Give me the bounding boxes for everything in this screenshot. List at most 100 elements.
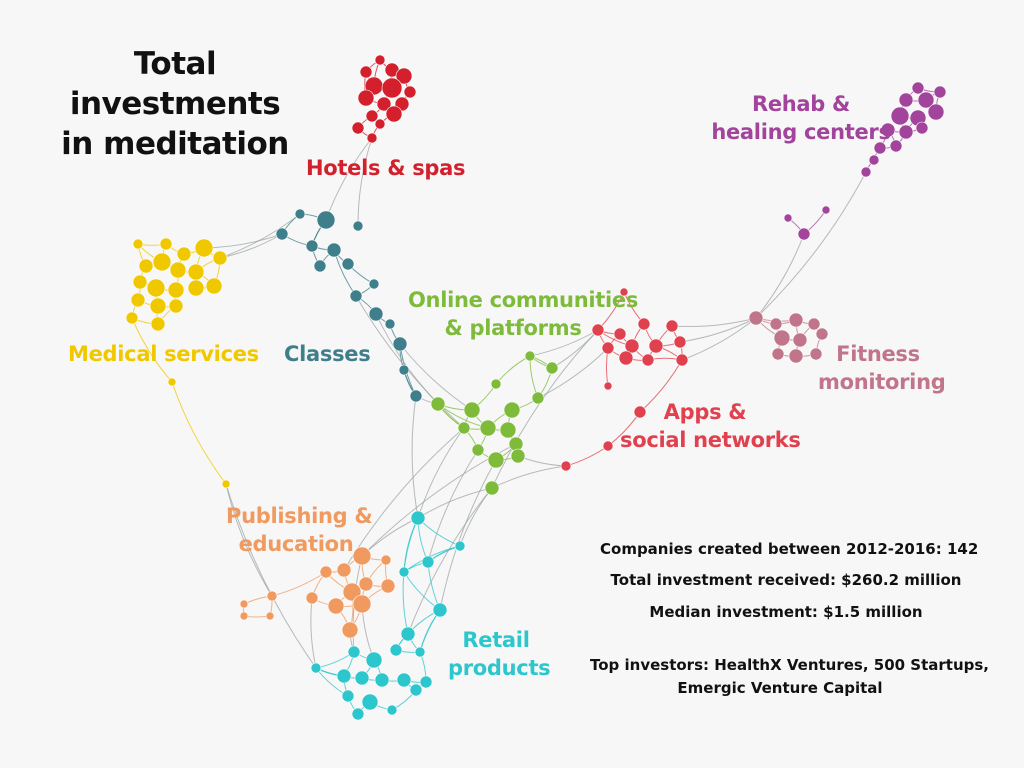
network-node-publishing — [358, 576, 374, 592]
network-node-medical — [146, 278, 166, 298]
network-node-hotels — [359, 65, 373, 79]
network-node-online — [490, 378, 502, 390]
cluster-label-retail-line-2: products — [448, 656, 551, 680]
network-node-medical — [194, 238, 214, 258]
network-node-publishing — [380, 554, 392, 566]
network-node-online — [510, 448, 526, 464]
network-node-fitness — [807, 317, 821, 331]
network-node-publishing — [327, 597, 345, 615]
network-node-medical — [125, 311, 139, 325]
network-edge — [407, 487, 493, 635]
network-node-retail — [347, 645, 361, 659]
network-node-publishing — [305, 591, 319, 605]
cluster-label-rehab-line-2: healing centers — [711, 120, 891, 144]
stat-top-investors-line-1: Top investors: HealthX Ventures, 500 Sta… — [590, 656, 990, 674]
network-edge — [325, 137, 373, 221]
network-node-retail — [421, 555, 435, 569]
network-edge — [131, 317, 173, 383]
network-node-fitness — [773, 329, 791, 347]
cluster-label-apps-line-1: Apps & — [663, 400, 747, 424]
cluster-label-online: Online communities & platforms — [408, 286, 639, 342]
network-node-online — [503, 401, 521, 419]
network-node-medical — [152, 252, 172, 272]
network-node-medical — [132, 274, 148, 290]
network-node-rehab — [890, 106, 910, 126]
network-node-online — [430, 396, 446, 412]
network-node-rehab — [927, 103, 945, 121]
network-node-medical — [159, 237, 173, 251]
network-node-hotels — [403, 85, 417, 99]
network-node-online — [471, 443, 485, 457]
network-node-classes — [316, 210, 336, 230]
network-node-retail — [365, 651, 383, 669]
network-node-retail — [409, 683, 423, 697]
network-edge — [439, 459, 497, 611]
network-node-fitness — [769, 317, 783, 331]
network-node-apps — [560, 460, 572, 472]
network-node-medical — [176, 246, 192, 262]
network-node-apps — [675, 353, 689, 367]
cluster-label-hotels: Hotels & spas — [306, 154, 466, 182]
network-node-fitness — [809, 347, 823, 361]
network-edge — [399, 343, 473, 411]
network-edge — [495, 355, 531, 385]
network-node-rehab — [821, 205, 831, 215]
network-node-hotels — [395, 67, 413, 85]
network-node-apps — [601, 341, 615, 355]
cluster-label-publishing-line-2: education — [238, 532, 354, 556]
network-edge — [417, 427, 465, 519]
stat-total-investment: Total investment received: $260.2 millio… — [610, 571, 962, 589]
network-node-medical — [187, 263, 205, 281]
network-edge — [681, 317, 757, 361]
network-node-classes — [326, 242, 342, 258]
network-edge — [219, 213, 301, 259]
cluster-label-publishing: Publishing & education — [226, 502, 373, 558]
network-node-retail — [386, 704, 398, 716]
network-node-publishing — [342, 582, 362, 602]
network-node-retail — [414, 646, 426, 658]
network-edge — [225, 483, 273, 597]
network-node-online — [484, 480, 500, 496]
cluster-label-hotels-text: Hotels & spas — [306, 156, 466, 180]
network-node-publishing — [336, 562, 352, 578]
cluster-label-online-line-2: & platforms — [444, 316, 582, 340]
network-node-medical — [149, 297, 167, 315]
network-node-online — [524, 350, 536, 362]
cluster-label-online-line-1: Online communities — [408, 288, 639, 312]
network-node-hotels — [351, 121, 365, 135]
network-node-apps — [641, 353, 655, 367]
network-node-hotels — [385, 105, 403, 123]
network-node-online — [463, 401, 481, 419]
network-node-publishing — [352, 594, 372, 614]
network-node-publishing — [341, 621, 359, 639]
network-node-retail — [310, 662, 322, 674]
network-node-classes — [305, 239, 319, 253]
network-node-rehab — [797, 227, 811, 241]
network-edge — [491, 465, 567, 489]
network-node-classes — [384, 318, 396, 330]
network-node-rehab — [889, 139, 903, 153]
network-node-online — [479, 419, 497, 437]
network-edge — [171, 381, 227, 485]
network-node-classes — [294, 208, 306, 220]
network-node-online — [531, 391, 545, 405]
cluster-label-apps: Apps & social networks — [620, 398, 801, 454]
network-edge — [333, 249, 357, 297]
network-node-fitness — [815, 327, 829, 341]
network-node-apps — [648, 338, 664, 354]
network-node-classes — [349, 289, 363, 303]
network-nodes — [125, 54, 947, 721]
cluster-label-fitness: Fitness monitoring — [818, 340, 946, 396]
network-node-retail — [398, 566, 410, 578]
network-node-retail — [389, 643, 403, 657]
network-node-classes — [398, 364, 410, 376]
network-node-retail — [419, 675, 433, 689]
network-node-medical — [138, 258, 154, 274]
network-node-retail — [432, 602, 448, 618]
stat-median-investment: Median investment: $1.5 million — [649, 603, 923, 621]
network-edge — [529, 329, 599, 357]
network-edge — [310, 597, 317, 669]
network-node-apps — [619, 287, 629, 297]
network-edge — [517, 455, 567, 467]
